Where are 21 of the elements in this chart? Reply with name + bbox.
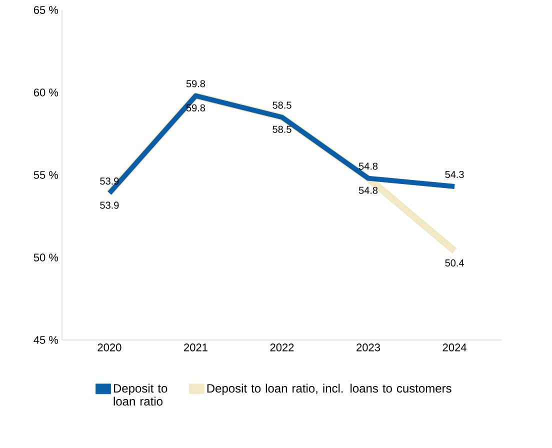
x-tick-label: 2023 <box>356 344 380 352</box>
data-label: 59.8 <box>186 104 206 112</box>
data-label: 50.4 <box>445 259 464 267</box>
y-tick-label: 45 % <box>34 336 58 344</box>
y-tick-label: 65 % <box>34 6 58 14</box>
data-label: 58.5 <box>272 126 292 133</box>
x-tick-label: 2022 <box>270 344 294 352</box>
data-label: 59.8 <box>186 80 206 88</box>
data-label: 54.8 <box>358 162 378 170</box>
data-label: 54.3 <box>445 170 464 178</box>
legend-label: Deposit to loan ratio <box>114 384 168 406</box>
x-tick-label: 2024 <box>442 344 466 352</box>
data-label: 58.5 <box>272 102 292 109</box>
x-tick-label: 2021 <box>184 344 208 352</box>
legend-label: Deposit to loan ratio, incl. loans to customers <box>207 384 452 395</box>
y-tick-label: 55 % <box>34 171 58 179</box>
data-label: 54.8 <box>358 186 378 194</box>
data-label: 53.9 <box>100 202 119 209</box>
y-tick-label: 60 % <box>34 88 58 96</box>
y-tick-label: 50 % <box>34 254 58 262</box>
x-tick-label: 2020 <box>98 344 122 352</box>
